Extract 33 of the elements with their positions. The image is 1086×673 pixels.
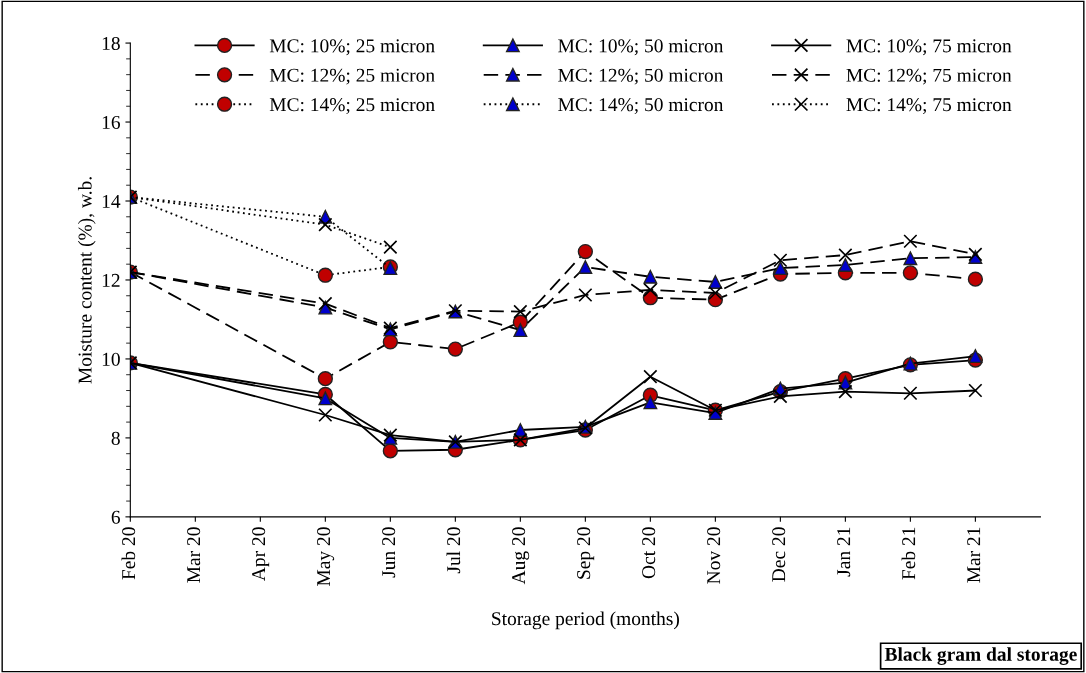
y-tick-label: 12: [102, 273, 120, 287]
x-tick-label: Oct 20: [642, 527, 656, 579]
x-tick-label: Jun 20: [382, 527, 396, 578]
legend-label: MC: 12%; 25 micron: [269, 68, 435, 85]
legend-label: MC: 10%; 50 micron: [558, 39, 724, 56]
x-tick-label: Dec 20: [772, 527, 786, 582]
legend-label: MC: 10%; 25 micron: [269, 39, 435, 56]
x-tick-label: Sep 20: [577, 527, 595, 579]
x-tick-label: Mar 20: [187, 527, 201, 583]
x-axis-title: Storage period (months): [492, 611, 679, 630]
legend-label: MC: 12%; 50 micron: [558, 68, 724, 85]
x-tick-label: Apr 20: [252, 527, 270, 581]
legend-label: MC: 14%; 50 micron: [558, 98, 724, 115]
x-tick-label: Nov 20: [707, 527, 721, 584]
x-tick-label: Mar 21: [967, 527, 981, 583]
y-tick-label: 6: [111, 510, 121, 524]
y-tick-label: 14: [102, 194, 121, 208]
y-tick-label: 8: [111, 431, 120, 445]
x-tick-label: Feb 21: [901, 527, 916, 580]
y-axis-title: Moisture content (%), w.b.: [77, 177, 96, 384]
y-tick-label: 18: [102, 36, 120, 51]
x-tick-label: Jul 20: [446, 527, 461, 574]
legend-label: MC: 10%; 75 micron: [846, 39, 1012, 56]
text: Black gram dal storage: [884, 647, 1077, 665]
x-tick-label: Aug 20: [512, 527, 530, 585]
legend-label: MC: 12%; 75 micron: [846, 68, 1012, 85]
y-tick-label: 16: [102, 115, 121, 129]
legend-label: MC: 14%; 25 micron: [269, 98, 435, 115]
legend-label: MC: 14%; 75 micron: [846, 98, 1012, 115]
x-tick-label: Jan 21: [837, 527, 851, 577]
x-tick-label: Feb 20: [121, 527, 136, 580]
x-tick-label: May 20: [317, 527, 335, 586]
y-tick-label: 10: [102, 352, 120, 366]
